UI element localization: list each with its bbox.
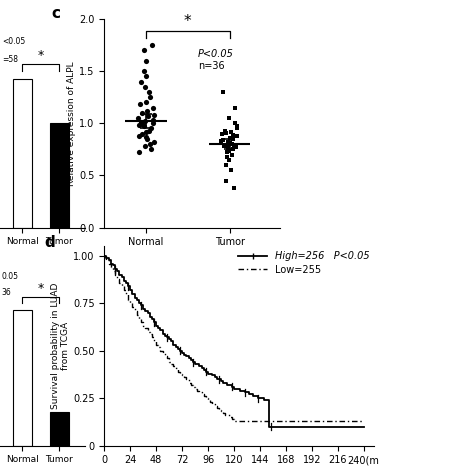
- Point: [228, 128, 235, 136]
- Point: [138, 130, 146, 137]
- Bar: [50, 412, 69, 446]
- Point: [233, 144, 240, 151]
- Point: [145, 127, 153, 134]
- Point: [142, 57, 149, 64]
- Point: [226, 134, 234, 142]
- Point: [234, 125, 241, 132]
- Point: [230, 142, 237, 150]
- Text: n=36: n=36: [198, 61, 225, 71]
- Text: d: d: [45, 235, 55, 249]
- Point: [135, 132, 143, 139]
- Bar: [13, 79, 32, 228]
- Point: [223, 153, 231, 160]
- Point: [143, 107, 151, 115]
- Point: [224, 149, 231, 156]
- Point: [141, 118, 149, 125]
- Point: [146, 93, 154, 101]
- Text: *: *: [37, 282, 44, 295]
- Text: *: *: [37, 49, 44, 62]
- Point: [228, 151, 236, 158]
- Point: [150, 111, 157, 118]
- Y-axis label: Relative expression of ALPL: Relative expression of ALPL: [67, 61, 76, 185]
- Point: [225, 156, 233, 164]
- Text: <0.05: <0.05: [2, 37, 25, 46]
- Bar: [50, 123, 69, 228]
- Point: [224, 138, 232, 146]
- Point: [218, 137, 225, 145]
- Text: *: *: [184, 14, 191, 29]
- Point: [229, 135, 237, 143]
- Point: [137, 78, 145, 85]
- Point: [142, 83, 149, 91]
- Point: [225, 140, 232, 148]
- Point: [233, 123, 241, 130]
- Point: [223, 129, 230, 137]
- Text: c: c: [52, 7, 61, 21]
- Point: [149, 104, 157, 111]
- Point: [140, 46, 147, 54]
- Point: [135, 149, 143, 156]
- Point: [225, 141, 232, 149]
- Point: [138, 109, 146, 117]
- Bar: [13, 310, 32, 446]
- Point: [226, 139, 234, 147]
- Text: 0.05: 0.05: [2, 272, 19, 281]
- Point: [225, 114, 233, 122]
- Point: [139, 120, 146, 128]
- Legend: High=256   P<0.05, Low=255: High=256 P<0.05, Low=255: [238, 251, 370, 275]
- Point: [134, 114, 142, 122]
- Point: [147, 125, 155, 132]
- Point: [222, 161, 229, 169]
- Point: [149, 119, 157, 127]
- Point: [145, 88, 153, 96]
- Point: [140, 67, 148, 75]
- Point: [229, 146, 237, 153]
- Point: [229, 131, 237, 138]
- Point: [149, 116, 157, 124]
- Point: [136, 100, 144, 108]
- Point: [142, 133, 150, 141]
- Point: [231, 104, 239, 111]
- Point: [143, 135, 150, 143]
- Point: [137, 118, 145, 126]
- Point: [219, 136, 227, 144]
- Point: [142, 128, 150, 136]
- Point: [219, 88, 227, 96]
- Point: [146, 140, 154, 148]
- Point: [229, 133, 237, 141]
- Point: [233, 132, 241, 139]
- Point: [221, 127, 229, 134]
- Point: [144, 112, 152, 120]
- Point: [148, 41, 155, 49]
- Point: [225, 147, 233, 155]
- Point: [227, 166, 235, 174]
- Text: 36: 36: [2, 289, 11, 298]
- Text: P<0.05: P<0.05: [198, 49, 234, 59]
- Point: [232, 119, 239, 127]
- Point: [150, 138, 158, 146]
- Y-axis label: Survival probability in LUAD
from TCGA: Survival probability in LUAD from TCGA: [51, 283, 70, 409]
- Point: [228, 140, 236, 148]
- Point: [220, 142, 228, 150]
- Text: =58: =58: [2, 55, 18, 64]
- Point: [219, 130, 226, 137]
- Point: [147, 146, 155, 153]
- Point: [230, 184, 238, 191]
- Point: [224, 145, 232, 152]
- Point: [140, 123, 148, 130]
- Point: [141, 142, 149, 150]
- Point: [142, 73, 150, 80]
- Point: [135, 121, 143, 129]
- Point: [143, 99, 150, 106]
- Point: [223, 177, 230, 184]
